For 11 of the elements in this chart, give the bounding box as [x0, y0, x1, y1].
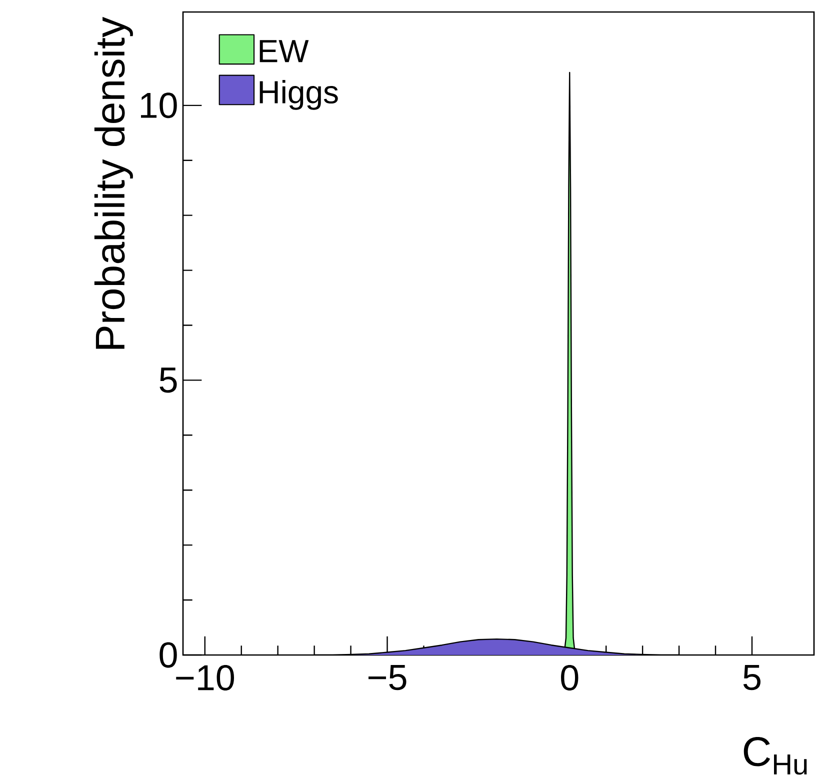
x-tick-label: 5	[743, 665, 760, 690]
y-axis-title: Probability density	[94, 16, 133, 349]
x-axis-title: C$_{Hu}$	[744, 737, 807, 775]
x-tick-label: −10	[176, 665, 234, 691]
y-tick-label: 5	[160, 368, 177, 393]
legend-label: EW	[260, 40, 309, 62]
y-tick-label: 0	[160, 642, 177, 668]
x-tick-label: −5	[368, 665, 406, 690]
y-tick-label: 10	[140, 92, 177, 118]
x-tick-label: 0	[561, 665, 578, 691]
legend-label: Higgs	[260, 80, 338, 110]
